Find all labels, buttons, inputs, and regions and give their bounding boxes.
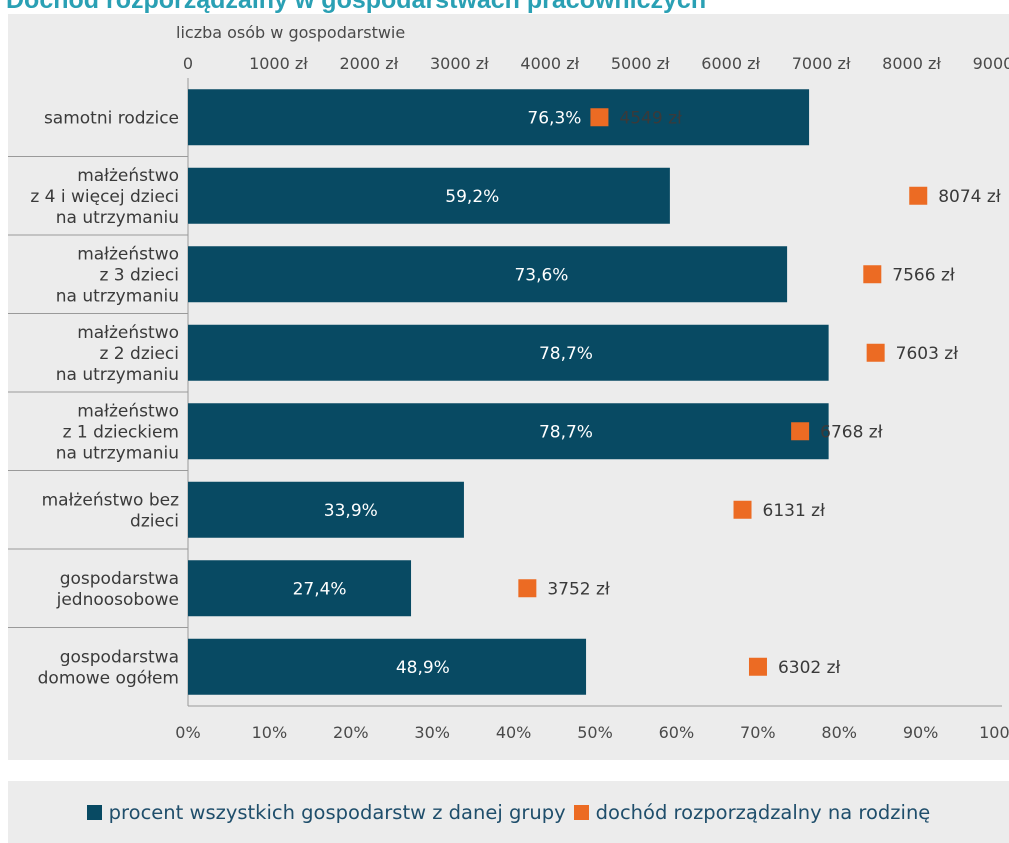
percent-bar-label: 59,2%	[445, 187, 499, 207]
category-label: małżeństwo bez dzieci	[42, 490, 179, 531]
top-tick-label: 2000 zł	[340, 54, 399, 73]
legend-item-income: dochód rozporządzalny na rodzinę	[573, 800, 931, 824]
percent-bar	[188, 560, 412, 617]
income-marker	[733, 500, 752, 519]
income-marker	[863, 265, 882, 284]
income-marker	[866, 343, 885, 362]
top-tick-label: 0	[183, 54, 193, 73]
category-label: małżeństwo z 1 dzieckiem na utrzymaniu	[56, 401, 179, 463]
income-label: 8074 zł	[938, 187, 1001, 207]
percent-bar-label: 76,3%	[527, 108, 581, 128]
bottom-tick-label: 90%	[903, 723, 939, 742]
income-label: 6768 zł	[820, 422, 883, 442]
top-tick-label: 6000 zł	[701, 54, 760, 73]
percent-bar-label: 48,9%	[396, 658, 450, 678]
bottom-tick-label: 100%	[979, 723, 1009, 742]
income-label: 3752 zł	[547, 579, 610, 599]
bottom-tick-label: 0%	[175, 723, 200, 742]
percent-bar	[188, 403, 829, 460]
category-label: gospodarstwa domowe ogółem	[38, 647, 179, 688]
top-tick-label: 8000 zł	[882, 54, 941, 73]
legend-swatch-percent	[86, 804, 102, 820]
chart-panel: liczba osób w gospodarstwie 0 1000 zł 2000 …	[8, 14, 1009, 760]
category-label: małżeństwo z 2 dzieci na utrzymaniu	[56, 323, 179, 385]
income-label: 4549 zł	[619, 108, 682, 128]
percent-bar	[188, 89, 810, 146]
percent-bar	[188, 246, 788, 303]
percent-bar	[188, 481, 464, 538]
percent-bar-label: 33,9%	[324, 501, 378, 521]
top-tick-label: 1000 zł	[249, 54, 308, 73]
category-label: gospodarstwa jednoosobowe	[56, 569, 179, 610]
chart-svg: liczba osób w gospodarstwie 0 1000 zł 2000 …	[8, 23, 1009, 742]
percent-bar-label: 73,6%	[514, 265, 568, 285]
income-marker	[518, 579, 537, 598]
percent-bar-label: 78,7%	[539, 422, 593, 442]
top-tick-label: 9000 zł	[973, 54, 1009, 73]
bottom-tick-label: 50%	[577, 723, 613, 742]
bottom-tick-label: 40%	[496, 723, 532, 742]
income-marker	[791, 422, 810, 441]
percent-bar	[188, 167, 670, 224]
bottom-tick-label: 80%	[821, 723, 857, 742]
chart-title: Dochód rozporządzalny w gospodarstwach p…	[6, 0, 707, 14]
income-label: 7603 zł	[896, 344, 959, 364]
category-label: małżeństwo z 4 i więcej dzieci na utrzyman…	[30, 166, 179, 228]
top-tick-label: 3000 zł	[430, 54, 489, 73]
legend-item-percent: procent wszystkich gospodarstw z danej g…	[86, 800, 566, 824]
percent-bar-label: 27,4%	[293, 579, 347, 599]
bottom-tick-label: 30%	[414, 723, 450, 742]
income-label: 6131 zł	[763, 501, 826, 521]
legend: procent wszystkich gospodarstw z danej g…	[8, 781, 1009, 843]
income-marker	[909, 186, 928, 205]
top-tick-label: 7000 zł	[792, 54, 851, 73]
top-axis-title: liczba osób w gospodarstwie	[176, 23, 405, 42]
percent-bar-label: 78,7%	[539, 344, 593, 364]
bottom-tick-label: 60%	[659, 723, 695, 742]
income-marker	[748, 657, 767, 676]
percent-bar	[188, 638, 587, 695]
income-marker	[590, 108, 609, 127]
top-tick-label: 5000 zł	[611, 54, 670, 73]
top-tick-label: 4000 zł	[520, 54, 579, 73]
income-label: 6302 zł	[778, 658, 841, 678]
legend-swatch-income	[573, 804, 589, 820]
income-label: 7566 zł	[892, 265, 955, 285]
legend-label-income: dochód rozporządzalny na rodzinę	[595, 800, 931, 824]
legend-label-percent: procent wszystkich gospodarstw z danej g…	[108, 800, 566, 824]
bottom-tick-label: 70%	[740, 723, 776, 742]
category-label: małżeństwo z 3 dzieci na utrzymaniu	[56, 244, 179, 306]
bottom-tick-label: 10%	[252, 723, 288, 742]
category-label: samotni rodzice	[44, 108, 179, 128]
percent-bar	[188, 324, 829, 381]
bottom-tick-label: 20%	[333, 723, 369, 742]
